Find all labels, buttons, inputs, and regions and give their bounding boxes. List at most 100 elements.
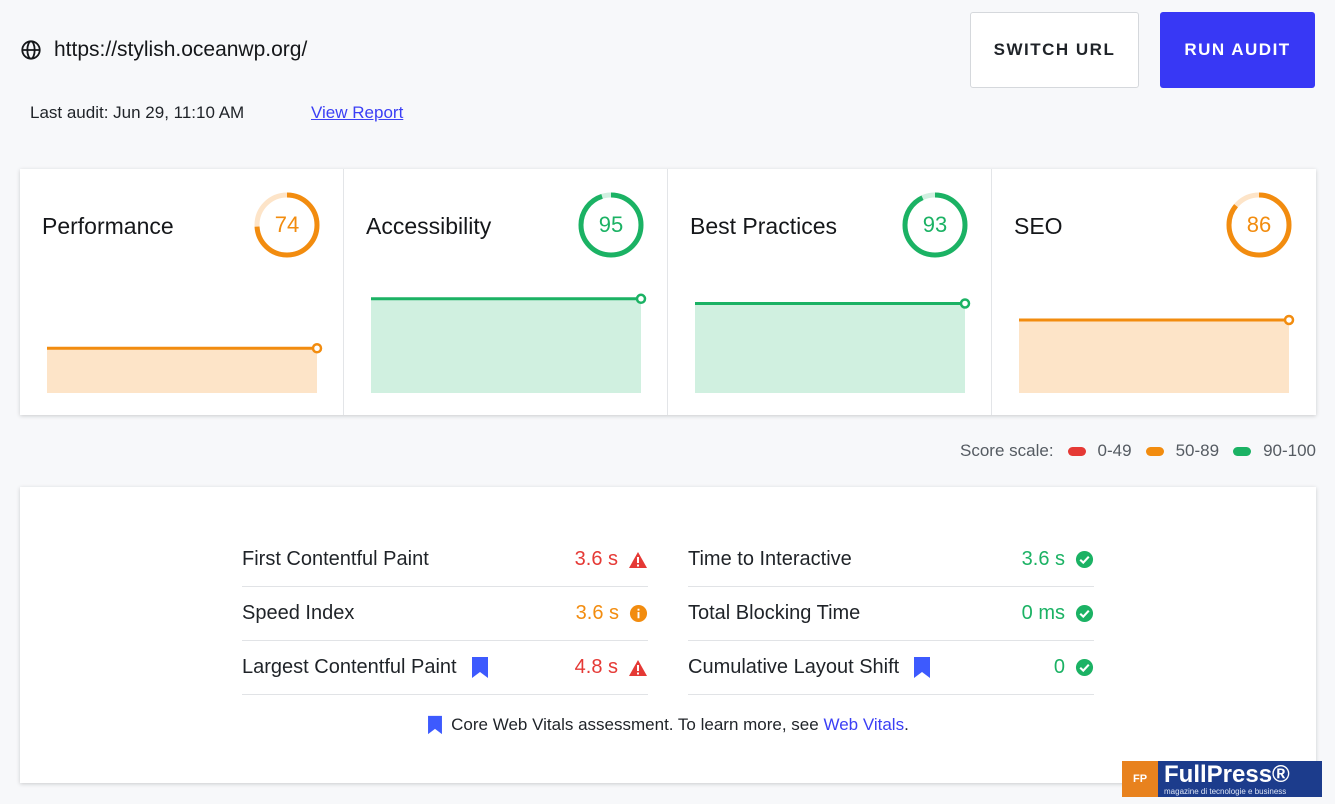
- metric-name-wrap: Time to Interactive: [688, 548, 852, 571]
- score-scale-label: Score scale:: [960, 441, 1054, 460]
- metric-value: 3.6 s: [575, 602, 619, 624]
- score-history-chart: [371, 293, 647, 393]
- metric-value: 3.6 s: [1021, 548, 1065, 570]
- footnote-end: .: [904, 715, 909, 734]
- score-card[interactable]: Best Practices 93: [668, 169, 992, 415]
- metric-row: Largest Contentful Paint 4.8 s: [242, 641, 648, 695]
- score-history-chart: [695, 298, 971, 393]
- score-cards: Performance 74 Accessibility 95 Best Pra…: [20, 169, 1316, 415]
- metric-value: 3.6 s: [574, 548, 618, 570]
- chart-point: [1283, 314, 1295, 326]
- metric-value-wrap: 3.6 s: [1022, 548, 1094, 571]
- check-icon: [1075, 604, 1094, 623]
- metric-name: Largest Contentful Paint: [242, 656, 457, 678]
- chart-point: [311, 342, 323, 354]
- core-web-vitals-note: Core Web Vitals assessment. To learn mor…: [20, 715, 1316, 735]
- metric-value-wrap: 4.8 s: [575, 656, 648, 679]
- metrics-column-left: First Contentful Paint 3.6 s Speed Index…: [242, 533, 648, 695]
- metric-name-wrap: Largest Contentful Paint: [242, 656, 489, 679]
- score-scale-legend: Score scale: 0-49 50-89 90-100: [960, 441, 1316, 461]
- score-gauge: [1226, 192, 1292, 258]
- card-title: SEO: [1014, 213, 1063, 239]
- metric-value: 0: [1053, 656, 1065, 678]
- warning-icon: [628, 551, 648, 569]
- score-value: 93: [922, 212, 948, 237]
- watermark-tagline: magazine di tecnologie e business: [1164, 786, 1287, 796]
- score-history-chart: [47, 342, 323, 393]
- scale-range-mid: 50-89: [1175, 441, 1220, 460]
- scale-range-low: 0-49: [1097, 441, 1132, 460]
- gauge-arc: [902, 192, 968, 258]
- score-card[interactable]: SEO 86: [992, 169, 1316, 415]
- score-gauge: [902, 192, 968, 258]
- last-audit-text: Last audit: Jun 29, 11:10 AM: [30, 103, 245, 122]
- bookmark-icon: [428, 715, 443, 735]
- metric-value-wrap: 3.6 s: [576, 602, 648, 625]
- scale-range-high: 90-100: [1263, 441, 1316, 460]
- gauge-arc: [1226, 192, 1292, 258]
- url-row: https://stylish.oceanwp.org/: [20, 38, 307, 62]
- metric-name: Cumulative Layout Shift: [688, 656, 900, 678]
- metric-value: 0 ms: [1021, 602, 1065, 624]
- gauge-arc: [254, 192, 320, 258]
- scale-dot-orange: [1145, 446, 1164, 456]
- info-icon: [629, 604, 648, 623]
- score-gauge: [578, 192, 644, 258]
- check-icon: [1075, 658, 1094, 677]
- metric-name: Time to Interactive: [688, 548, 852, 570]
- metric-name-wrap: Total Blocking Time: [688, 602, 860, 625]
- metric-name: Total Blocking Time: [688, 602, 861, 624]
- metric-row: Total Blocking Time 0 ms: [688, 587, 1094, 641]
- switch-url-button[interactable]: SWITCH URL: [970, 12, 1139, 88]
- score-card[interactable]: Accessibility 95: [344, 169, 668, 415]
- warning-icon: [628, 659, 648, 677]
- score-card[interactable]: Performance 74: [20, 169, 344, 415]
- globe-icon: [21, 40, 41, 60]
- scale-dot-green: [1233, 446, 1252, 456]
- run-audit-button[interactable]: RUN AUDIT: [1160, 12, 1315, 88]
- metrics-column-right: Time to Interactive 3.6 s Total Blocking…: [688, 533, 1094, 695]
- bookmark-icon: [914, 657, 931, 678]
- chart-area: [1019, 319, 1289, 393]
- header: https://stylish.oceanwp.org/ Last audit:…: [0, 0, 1335, 160]
- check-icon: [1075, 550, 1094, 569]
- metrics-panel: First Contentful Paint 3.6 s Speed Index…: [20, 487, 1316, 783]
- metric-name-wrap: First Contentful Paint: [242, 548, 429, 571]
- watermark-text: FullPress® magazine di tecnologie e busi…: [1164, 760, 1290, 796]
- score-history-chart: [1019, 314, 1295, 393]
- card-title: Performance: [42, 213, 174, 239]
- chart-point: [959, 298, 971, 309]
- view-report-link[interactable]: View Report: [311, 103, 404, 122]
- footnote-text: Core Web Vitals assessment. To learn mor…: [451, 715, 819, 734]
- chart-area: [47, 348, 317, 393]
- metric-row: Cumulative Layout Shift 0: [688, 641, 1094, 695]
- metric-value: 4.8 s: [574, 656, 618, 678]
- card-title: Accessibility: [366, 213, 492, 239]
- score-value: 95: [598, 212, 624, 237]
- chart-area: [695, 303, 965, 393]
- score-value: 74: [274, 212, 300, 237]
- metric-name-wrap: Speed Index: [242, 602, 354, 625]
- scale-dot-red: [1067, 446, 1086, 456]
- metric-value-wrap: 3.6 s: [575, 548, 648, 571]
- metric-name: First Contentful Paint: [242, 548, 429, 570]
- fullpress-logo: FP: [1122, 761, 1158, 797]
- score-gauge: [254, 192, 320, 258]
- gauge-arc: [578, 192, 644, 258]
- web-vitals-link[interactable]: Web Vitals: [823, 715, 905, 734]
- score-value: 86: [1246, 212, 1272, 237]
- site-url: https://stylish.oceanwp.org/: [54, 38, 308, 61]
- watermark-name: FullPress®: [1164, 760, 1290, 788]
- metric-value-wrap: 0: [1054, 656, 1094, 679]
- metric-value-wrap: 0 ms: [1022, 602, 1094, 625]
- metric-name-wrap: Cumulative Layout Shift: [688, 656, 931, 679]
- fullpress-watermark: FP FullPress® magazine di tecnologie e b…: [1122, 761, 1322, 797]
- card-title: Best Practices: [690, 213, 837, 239]
- bookmark-icon: [471, 657, 488, 678]
- metric-name: Speed Index: [242, 602, 355, 624]
- chart-point: [635, 293, 647, 305]
- chart-area: [371, 298, 641, 393]
- metric-row: First Contentful Paint 3.6 s: [242, 533, 648, 587]
- metric-row: Speed Index 3.6 s: [242, 587, 648, 641]
- metric-row: Time to Interactive 3.6 s: [688, 533, 1094, 587]
